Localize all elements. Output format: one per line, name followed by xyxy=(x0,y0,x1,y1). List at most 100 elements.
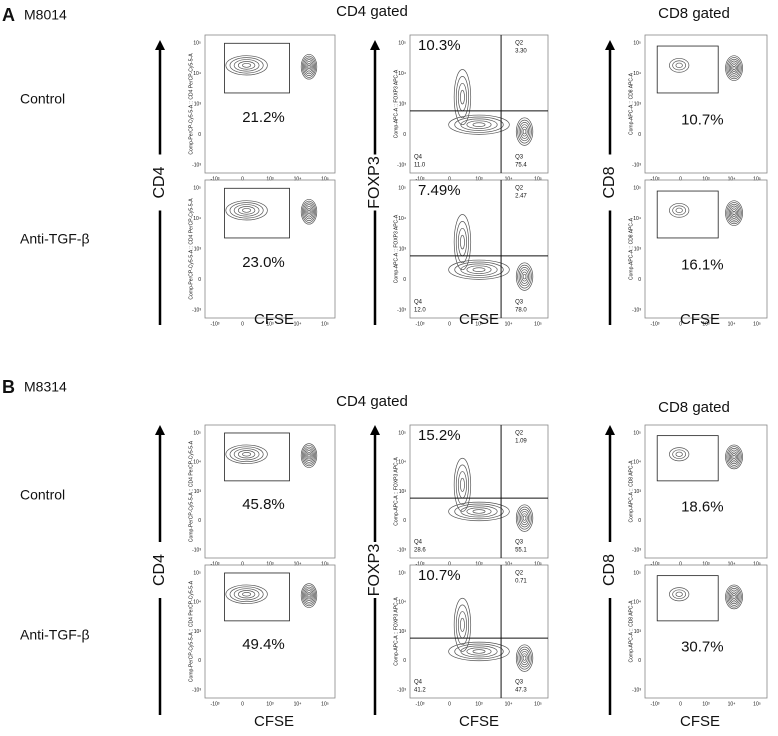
contour xyxy=(460,89,465,105)
contour xyxy=(305,450,313,462)
contour xyxy=(455,221,470,264)
label: M8014 xyxy=(24,7,67,23)
contour xyxy=(466,507,492,516)
contour xyxy=(300,583,318,608)
contour xyxy=(460,645,498,658)
label: 10³ xyxy=(634,489,642,495)
contour xyxy=(303,57,315,76)
contour xyxy=(675,62,683,69)
contour xyxy=(225,200,268,221)
label: -10³ xyxy=(416,561,425,567)
plot-frame xyxy=(409,34,549,174)
contour xyxy=(517,119,532,144)
label: 23.0% xyxy=(242,254,285,271)
contour xyxy=(229,57,264,74)
contour xyxy=(457,82,467,112)
label: 10³ xyxy=(399,629,407,635)
label: Comp-APC-A :: FOXP3 APC-A xyxy=(393,69,399,138)
contour xyxy=(672,205,687,216)
label: 0 xyxy=(241,176,244,182)
label: Q2 xyxy=(515,41,524,47)
contour xyxy=(237,206,256,215)
contour xyxy=(306,451,312,460)
label: 30.7% xyxy=(681,638,724,655)
gate xyxy=(224,187,290,239)
contour xyxy=(225,55,268,76)
label: 10⁴ xyxy=(728,561,736,567)
label: 16.1% xyxy=(681,257,724,274)
contour xyxy=(672,60,687,71)
label: 10⁴ xyxy=(294,176,302,182)
label: CD8 gated xyxy=(658,399,730,416)
label: 10⁴ xyxy=(193,460,201,466)
contour xyxy=(672,449,687,460)
contour xyxy=(307,593,311,598)
label: A xyxy=(2,5,15,25)
label: 7.49% xyxy=(418,182,461,199)
label: -10³ xyxy=(397,547,406,553)
label: 2.47 xyxy=(515,194,527,200)
label: 10⁴ xyxy=(193,216,201,222)
contour xyxy=(306,62,312,71)
contour xyxy=(669,447,690,462)
contour xyxy=(725,55,743,81)
contour xyxy=(728,589,740,605)
contour xyxy=(237,61,256,70)
contour xyxy=(517,646,532,670)
label: Q4 xyxy=(414,540,423,546)
plot-frame xyxy=(644,424,768,559)
contour xyxy=(460,118,498,131)
label: 0 xyxy=(198,658,201,664)
contour xyxy=(730,591,739,603)
contour xyxy=(300,443,318,468)
label: 10³ xyxy=(194,101,202,107)
label: 10⁵ xyxy=(753,561,761,567)
contour xyxy=(727,58,741,78)
contour xyxy=(307,64,311,69)
gate xyxy=(656,45,719,94)
label: 0 xyxy=(638,277,641,283)
contour xyxy=(466,120,492,129)
gate xyxy=(656,190,719,239)
axis-arrowhead xyxy=(155,425,165,435)
label: Q3 xyxy=(515,540,524,546)
plot-frame xyxy=(204,424,336,559)
label: 10⁴ xyxy=(728,701,736,707)
axis-arrowhead xyxy=(370,425,380,435)
label: -10³ xyxy=(211,701,220,707)
contour xyxy=(460,263,498,276)
contour xyxy=(472,122,486,127)
contour xyxy=(521,126,528,137)
label: 10³ xyxy=(194,246,202,252)
label: 10⁵ xyxy=(193,570,201,576)
contour xyxy=(448,641,510,662)
contour xyxy=(453,69,472,126)
label: Q4 xyxy=(414,680,423,686)
label: 10⁵ xyxy=(633,430,641,436)
contour xyxy=(731,593,737,601)
label: B xyxy=(2,377,15,397)
label: CFSE xyxy=(680,311,720,328)
label: 10³ xyxy=(475,176,483,182)
contour xyxy=(520,511,530,526)
label: CD8 xyxy=(601,554,618,586)
label: 49.4% xyxy=(242,636,285,653)
contour xyxy=(515,117,534,146)
contour xyxy=(448,114,510,135)
label: 10⁵ xyxy=(633,185,641,191)
contour xyxy=(728,205,740,221)
contour xyxy=(472,509,486,514)
contour xyxy=(301,200,317,223)
contour xyxy=(732,454,736,459)
label: 10⁵ xyxy=(534,321,542,327)
gate xyxy=(656,575,719,622)
label: 10³ xyxy=(266,701,274,707)
label-bg xyxy=(412,182,475,200)
label: 10⁴ xyxy=(398,71,406,77)
contour xyxy=(304,204,314,220)
label: 10³ xyxy=(399,101,407,107)
contour xyxy=(728,60,740,76)
label: 10⁵ xyxy=(398,40,406,46)
contour xyxy=(305,206,313,218)
label: 0 xyxy=(638,518,641,524)
